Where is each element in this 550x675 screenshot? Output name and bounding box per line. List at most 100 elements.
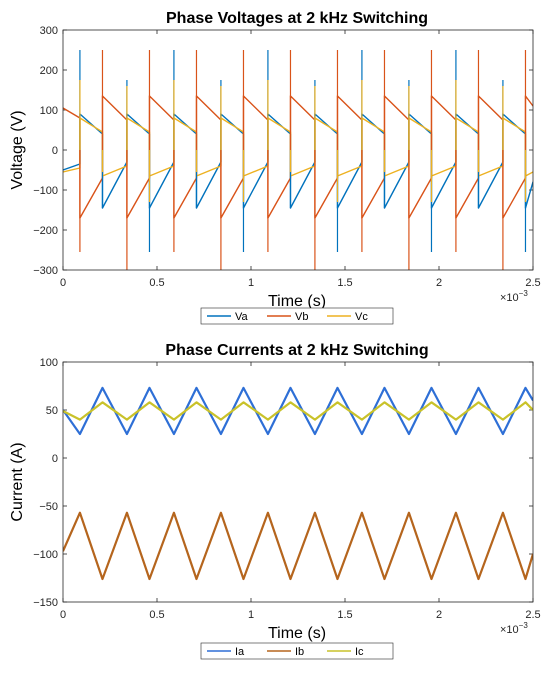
- voltage-chart-ytick-label: −200: [33, 225, 58, 237]
- data-point-ic: [267, 419, 269, 421]
- data-point-ic: [126, 419, 128, 421]
- data-point-ia: [502, 433, 504, 435]
- current-chart-ytick-label: 0: [52, 453, 58, 465]
- legend-label-va: Va: [235, 311, 249, 323]
- current-chart-ytick-label: 50: [46, 405, 58, 417]
- data-point-ib: [502, 512, 504, 514]
- current-chart-xtick-label: 1.5: [337, 609, 352, 621]
- voltage-chart-xtick-label: 0.5: [149, 277, 164, 289]
- data-point-ib: [314, 512, 316, 514]
- voltage-chart-x-exponent: ×10−3: [500, 289, 528, 304]
- data-point-ia: [148, 387, 151, 389]
- data-point-ic: [524, 401, 527, 403]
- series-line-vc: [63, 117, 533, 177]
- voltage-chart-xtick-label: 2.5: [525, 277, 540, 289]
- voltage-chart-ticks: 0 0.5 1 1.5 2 2.5 −300 −200 −100 0 100 200 300: [33, 25, 540, 289]
- voltage-chart-title: Phase Voltages at 2 kHz Switching: [166, 10, 428, 27]
- voltage-chart-ytick-label: −300: [33, 265, 58, 277]
- data-point-ic: [336, 401, 339, 403]
- data-point-ia: [195, 387, 198, 389]
- current-chart-xtick-label: 1: [248, 609, 254, 621]
- voltage-chart-xtick-label: 1.5: [337, 277, 352, 289]
- data-point-ib: [524, 578, 527, 580]
- data-point-ib: [336, 578, 339, 580]
- data-point-ia: [314, 433, 316, 435]
- current-chart-x-exponent-power: −3: [519, 621, 529, 630]
- series-line-va: [63, 113, 533, 209]
- voltage-chart: Phase Voltages at 2 kHz Switching 0 0.5 1 1…: [9, 10, 541, 325]
- current-chart-title: Phase Currents at 2 kHz Switching: [165, 342, 428, 359]
- current-chart-xtick-label: 2.5: [525, 609, 540, 621]
- data-point-ic: [430, 401, 433, 403]
- data-point-ib: [430, 578, 433, 580]
- data-point-ic: [455, 419, 457, 421]
- current-chart-series-group: [63, 386, 533, 581]
- data-point-ic: [477, 401, 480, 403]
- voltage-chart-axes-box: [62, 29, 534, 271]
- data-point-ia: [220, 433, 222, 435]
- data-point-ic: [314, 419, 316, 421]
- data-point-ib: [361, 512, 363, 514]
- voltage-chart-xtick-label: 0: [60, 277, 66, 289]
- voltage-chart-xtick-label: 2: [436, 277, 442, 289]
- current-chart-xtick-label: 0: [60, 609, 66, 621]
- data-point-ib: [173, 512, 175, 514]
- voltage-chart-ylabel: Voltage (V): [9, 110, 26, 189]
- legend-label-vb: Vb: [295, 311, 308, 323]
- current-chart-x-exponent: ×10−3: [500, 621, 528, 636]
- voltage-chart-ytick-label: 100: [40, 105, 58, 117]
- data-point-ib: [383, 578, 386, 580]
- data-point-ia: [477, 387, 480, 389]
- current-chart-x-exponent-base: ×10: [500, 624, 519, 636]
- series-line-ic: [63, 401, 533, 421]
- data-point-ic: [148, 401, 151, 403]
- data-point-ia: [79, 433, 81, 435]
- current-chart-xtick-label: 0.5: [149, 609, 164, 621]
- voltage-chart-legend-box: [200, 307, 394, 325]
- data-point-ib: [408, 512, 410, 514]
- voltage-chart-ytick-label: 300: [40, 25, 58, 37]
- series-line-vb: [63, 95, 533, 219]
- data-point-ic: [101, 401, 104, 403]
- current-chart-xtick-label: 2: [436, 609, 442, 621]
- data-point-ia: [126, 433, 128, 435]
- data-point-ic: [195, 401, 198, 403]
- current-chart-ytick-label: −150: [33, 597, 58, 609]
- data-point-ia: [361, 433, 363, 435]
- current-chart-ytick-label: −100: [33, 549, 58, 561]
- series-line-ib: [63, 511, 533, 581]
- current-chart-plot-area: [63, 386, 533, 581]
- data-point-ia: [430, 387, 433, 389]
- data-point-ib: [195, 578, 198, 580]
- data-point-ib: [126, 512, 128, 514]
- data-point-ic: [361, 419, 363, 421]
- data-point-ib: [267, 512, 269, 514]
- voltage-chart-xlabel: Time (s): [268, 293, 326, 310]
- data-point-ia: [242, 387, 245, 389]
- data-point-ib: [289, 578, 292, 580]
- data-point-ia: [408, 433, 410, 435]
- current-chart-legend-box: [200, 642, 394, 660]
- current-chart-axes-box: [62, 361, 534, 603]
- data-point-ib: [101, 578, 104, 580]
- current-chart-ylabel: Current (A): [9, 442, 26, 521]
- data-point-ib: [477, 578, 480, 580]
- data-point-ic: [220, 419, 222, 421]
- data-point-ib: [148, 578, 151, 580]
- voltage-chart-x-exponent-power: −3: [519, 289, 529, 298]
- current-chart-xlabel: Time (s): [268, 625, 326, 642]
- legend-label-ia: Ia: [235, 646, 245, 658]
- legend-label-vc: Vc: [355, 311, 368, 323]
- current-chart: Phase Currents at 2 kHz Switching 0 0.5 1 1…: [9, 342, 541, 660]
- data-point-ic: [242, 401, 245, 403]
- data-point-ia: [336, 387, 339, 389]
- data-point-ib: [242, 578, 245, 580]
- data-point-ia: [524, 387, 527, 389]
- voltage-chart-x-exponent-base: ×10: [500, 292, 519, 304]
- data-point-ic: [383, 401, 386, 403]
- legend-label-ib: Ib: [295, 646, 304, 658]
- data-point-ic: [408, 419, 410, 421]
- data-point-ia: [173, 433, 175, 435]
